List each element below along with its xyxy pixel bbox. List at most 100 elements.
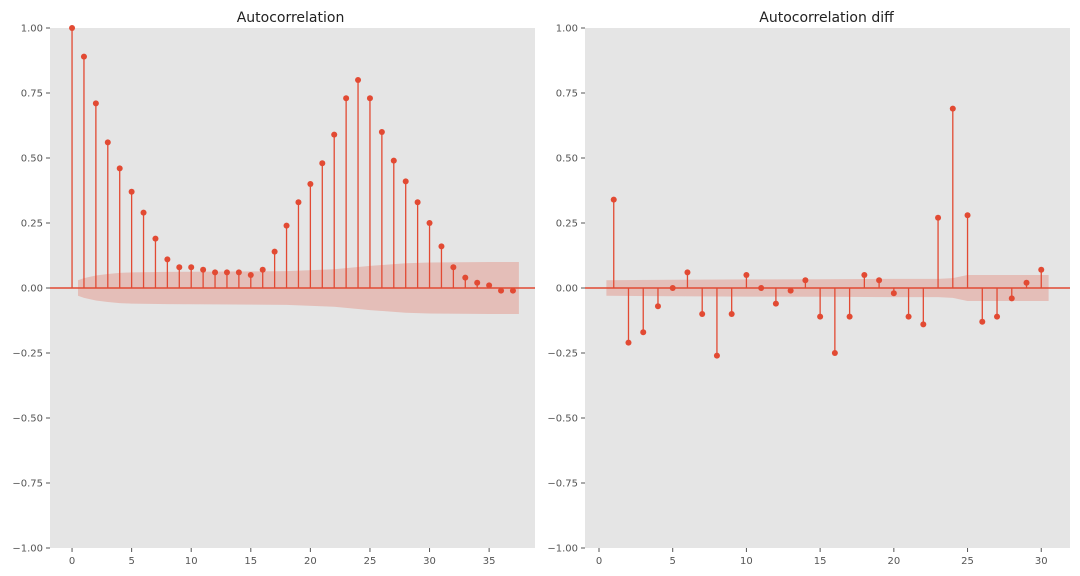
x-tick-label: 20 <box>887 556 900 567</box>
acf-point <box>994 313 1001 320</box>
acf-point <box>426 220 433 226</box>
acf-point <box>654 303 661 310</box>
acf-point <box>669 285 676 291</box>
acf-point <box>450 264 457 271</box>
x-tick-label: 10 <box>740 556 753 567</box>
acf-point <box>728 311 735 317</box>
acf-point <box>331 131 338 138</box>
y-tick-label: 1.00 <box>556 24 578 35</box>
y-tick-label: 0.75 <box>556 89 578 100</box>
acf-diff-stems <box>610 105 1045 359</box>
acf-point <box>474 279 481 286</box>
y-tick-label: 0.75 <box>21 89 43 100</box>
acf-point <box>684 269 691 276</box>
acf-point <box>259 266 266 273</box>
acf-point <box>188 264 195 271</box>
acf-point <box>498 287 505 294</box>
x-tick-label: 30 <box>423 556 436 567</box>
acf-point <box>743 272 750 278</box>
acf-point <box>92 100 99 107</box>
acf-diff-panel: −1.00 −0.75 −0.50 −0.25 0.00 0.25 0.50 0.75 1.00… <box>547 10 1070 567</box>
x-tick-label: 0 <box>596 556 602 567</box>
acf-point <box>802 277 809 284</box>
acf-point <box>949 105 956 112</box>
acf-point <box>509 287 516 294</box>
y-tick-label: −0.25 <box>12 349 43 360</box>
x-tick-label: 20 <box>304 556 317 567</box>
y-tick-label: −0.25 <box>547 349 578 360</box>
y-tick-label: 0.50 <box>556 154 578 165</box>
acf-stems <box>69 25 516 294</box>
acf-point <box>223 269 230 276</box>
acf-point <box>271 248 278 255</box>
acf-point <box>69 25 76 31</box>
acf-point <box>366 95 373 102</box>
acf-point <box>1008 295 1015 302</box>
y-tick-label: −0.75 <box>547 479 578 490</box>
acf-point <box>713 352 720 359</box>
acf-point <box>164 256 171 263</box>
acf-point <box>152 235 159 242</box>
acf-point <box>212 269 219 276</box>
y-axis: −1.00 −0.75 −0.50 −0.25 0.00 0.25 0.50 0.75 1.00 <box>547 24 585 555</box>
acf-point <box>176 264 183 271</box>
acf-point <box>890 290 897 297</box>
acf-point <box>772 300 779 307</box>
acf-point <box>390 157 397 164</box>
acf-point <box>378 129 385 135</box>
acf-point <box>402 178 409 185</box>
acf-point <box>625 339 632 346</box>
acf-point <box>1023 279 1030 286</box>
x-tick-label: 5 <box>670 556 676 567</box>
acf-point <box>640 329 647 336</box>
acf-point <box>817 313 824 320</box>
acf-point <box>295 199 302 206</box>
acf-point <box>861 272 868 278</box>
x-tick-label: 5 <box>128 556 134 567</box>
acf-point <box>116 165 123 172</box>
x-axis: 0 5 10 15 20 25 30 <box>596 548 1048 567</box>
acf-point <box>905 313 912 320</box>
acf-point <box>831 350 838 356</box>
acf-point <box>283 222 290 229</box>
acf-point <box>787 287 794 294</box>
acf-panel: −1.00 −0.75 −0.50 −0.25 0.00 0.25 0.50 0.75 1.00… <box>12 10 535 567</box>
acf-point <box>876 277 883 284</box>
y-tick-label: 0.00 <box>556 284 578 295</box>
y-tick-label: 0.50 <box>21 154 43 165</box>
acf-point <box>80 53 87 60</box>
chart-title: Autocorrelation <box>237 10 345 26</box>
acf-point <box>920 321 927 328</box>
y-tick-label: −1.00 <box>547 544 578 555</box>
acf-point <box>486 282 493 289</box>
acf-point <box>462 274 469 281</box>
x-tick-label: 15 <box>814 556 827 567</box>
chart-title: Autocorrelation diff <box>759 10 894 26</box>
y-tick-label: 0.00 <box>21 284 43 295</box>
y-axis: −1.00 −0.75 −0.50 −0.25 0.00 0.25 0.50 0.75 1.00 <box>12 24 50 555</box>
y-tick-label: −0.75 <box>12 479 43 490</box>
x-tick-label: 15 <box>244 556 257 567</box>
y-tick-label: −1.00 <box>12 544 43 555</box>
y-tick-label: −0.50 <box>547 414 578 425</box>
x-tick-label: 35 <box>483 556 496 567</box>
acf-point <box>979 318 986 325</box>
acf-point <box>438 243 445 250</box>
acf-point <box>1038 266 1045 273</box>
acf-point <box>104 139 111 146</box>
x-tick-label: 25 <box>961 556 974 567</box>
acf-point <box>846 313 853 320</box>
acf-point <box>247 272 254 278</box>
x-axis: 0 5 10 15 20 25 30 35 <box>69 548 496 567</box>
acf-point <box>128 188 135 195</box>
acf-point <box>307 181 314 187</box>
acf-point <box>355 77 362 83</box>
acf-point <box>610 196 617 203</box>
acf-point <box>140 209 147 216</box>
y-tick-label: 0.25 <box>21 219 43 230</box>
acf-point <box>235 269 242 276</box>
acf-point <box>343 95 350 102</box>
acf-point <box>699 311 706 317</box>
y-tick-label: 1.00 <box>21 24 43 35</box>
